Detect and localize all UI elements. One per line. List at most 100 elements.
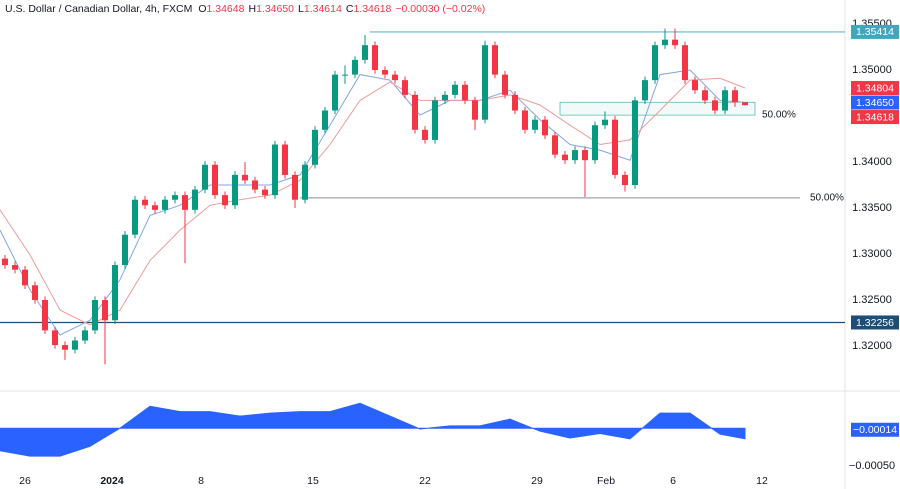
price-label: 1.32256 xyxy=(856,317,894,329)
candle-body xyxy=(122,234,128,266)
x-tick-label: 22 xyxy=(419,475,431,487)
candle-body xyxy=(192,189,198,210)
candle-body xyxy=(542,119,548,136)
candle-body xyxy=(412,94,418,130)
candle-body xyxy=(242,174,248,181)
price-label-box xyxy=(851,95,899,110)
price-label-box xyxy=(851,81,899,96)
header-value: 1.34614 xyxy=(304,3,342,15)
header-key: H xyxy=(248,3,256,15)
candle-body xyxy=(392,74,398,81)
y2-tick-label: −0.00050 xyxy=(849,460,895,472)
candle-body xyxy=(402,80,408,95)
candle-body xyxy=(42,300,48,331)
price-label-box xyxy=(851,110,899,125)
candle-body xyxy=(742,102,748,106)
x-tick-label: 8 xyxy=(198,475,204,487)
candle-body xyxy=(372,45,378,71)
candle-body xyxy=(352,59,358,75)
candle-body xyxy=(292,174,298,200)
candle-body xyxy=(632,100,638,186)
candle-body xyxy=(582,150,588,161)
candle-body xyxy=(92,300,98,331)
candle-body xyxy=(592,125,598,161)
y-tick-label: 1.32000 xyxy=(852,340,892,352)
candle-body xyxy=(322,110,328,130)
y-tick-label: 1.32500 xyxy=(852,294,892,306)
candle-body xyxy=(82,330,88,341)
header-value: 1.34648 xyxy=(207,3,245,15)
candle-body xyxy=(272,144,278,196)
candle-body xyxy=(12,265,18,270)
candle-body xyxy=(552,135,558,155)
candle-body xyxy=(232,174,238,206)
candle-body xyxy=(562,154,568,161)
oscillator-area xyxy=(0,402,746,457)
candle-body xyxy=(692,80,698,91)
candle-body xyxy=(732,90,738,103)
price-label: 1.34650 xyxy=(856,97,894,109)
header-key: O xyxy=(198,3,206,15)
candle-body xyxy=(172,195,178,200)
candle-body xyxy=(182,195,188,210)
candle-body xyxy=(502,74,508,95)
candle-body xyxy=(472,100,478,120)
candle-body xyxy=(112,265,118,321)
candle-body xyxy=(152,205,158,210)
fib-box xyxy=(559,101,756,116)
candle-body xyxy=(512,94,518,111)
price-label: 1.34618 xyxy=(856,111,894,123)
candle-body xyxy=(602,119,608,126)
price-label-box xyxy=(851,315,899,330)
fib-label: 50.00% xyxy=(810,193,844,204)
candle-body xyxy=(262,189,268,196)
candle-body xyxy=(102,300,108,321)
candle-body xyxy=(52,330,58,346)
candle-body xyxy=(652,45,658,81)
header-key: C xyxy=(346,3,354,15)
candle-body xyxy=(522,110,528,130)
candle-body xyxy=(442,94,448,101)
candle-body xyxy=(162,199,168,210)
x-tick-label: 12 xyxy=(756,475,768,487)
candle-body xyxy=(32,285,38,301)
candle-body xyxy=(462,84,468,101)
moving-average xyxy=(0,69,746,336)
x-tick-label: Feb xyxy=(597,475,615,487)
candle-body xyxy=(2,258,8,266)
candle-body xyxy=(422,129,428,140)
candle-body xyxy=(452,84,458,95)
candle-body xyxy=(432,100,438,140)
candle-body xyxy=(282,144,288,175)
header: U.S. Dollar / Canadian Dollar, 4h, FXCM O… xyxy=(5,3,485,15)
fib-box-label: 50.00% xyxy=(762,110,796,121)
candle-body xyxy=(252,180,258,190)
candle-body xyxy=(492,45,498,75)
x-tick-label: 2024 xyxy=(100,475,124,487)
candle-body xyxy=(22,269,28,286)
candle-body xyxy=(132,199,138,235)
candle-body xyxy=(662,39,668,46)
price-label-box xyxy=(851,24,899,39)
candle-body xyxy=(612,119,618,175)
candle-body xyxy=(672,39,678,46)
moving-average xyxy=(0,77,746,326)
candle-body xyxy=(482,45,488,120)
candle-body xyxy=(382,70,388,75)
candle-body xyxy=(682,45,688,81)
candle-body xyxy=(642,80,648,101)
candle-body xyxy=(532,119,538,130)
candle-body xyxy=(572,150,578,161)
oscillator-label-box xyxy=(851,422,899,437)
candle-body xyxy=(332,74,338,111)
y-tick-label: 1.34000 xyxy=(852,156,892,168)
candle-body xyxy=(702,90,708,101)
x-tick-label: 15 xyxy=(307,475,319,487)
header-value: 1.34650 xyxy=(256,3,294,15)
candle-body xyxy=(722,90,728,111)
y-tick-label: 1.33500 xyxy=(852,202,892,214)
header-value: 1.34618 xyxy=(353,3,391,15)
oscillator-label: −0.00014 xyxy=(853,424,897,436)
x-tick-label: 26 xyxy=(19,475,31,487)
